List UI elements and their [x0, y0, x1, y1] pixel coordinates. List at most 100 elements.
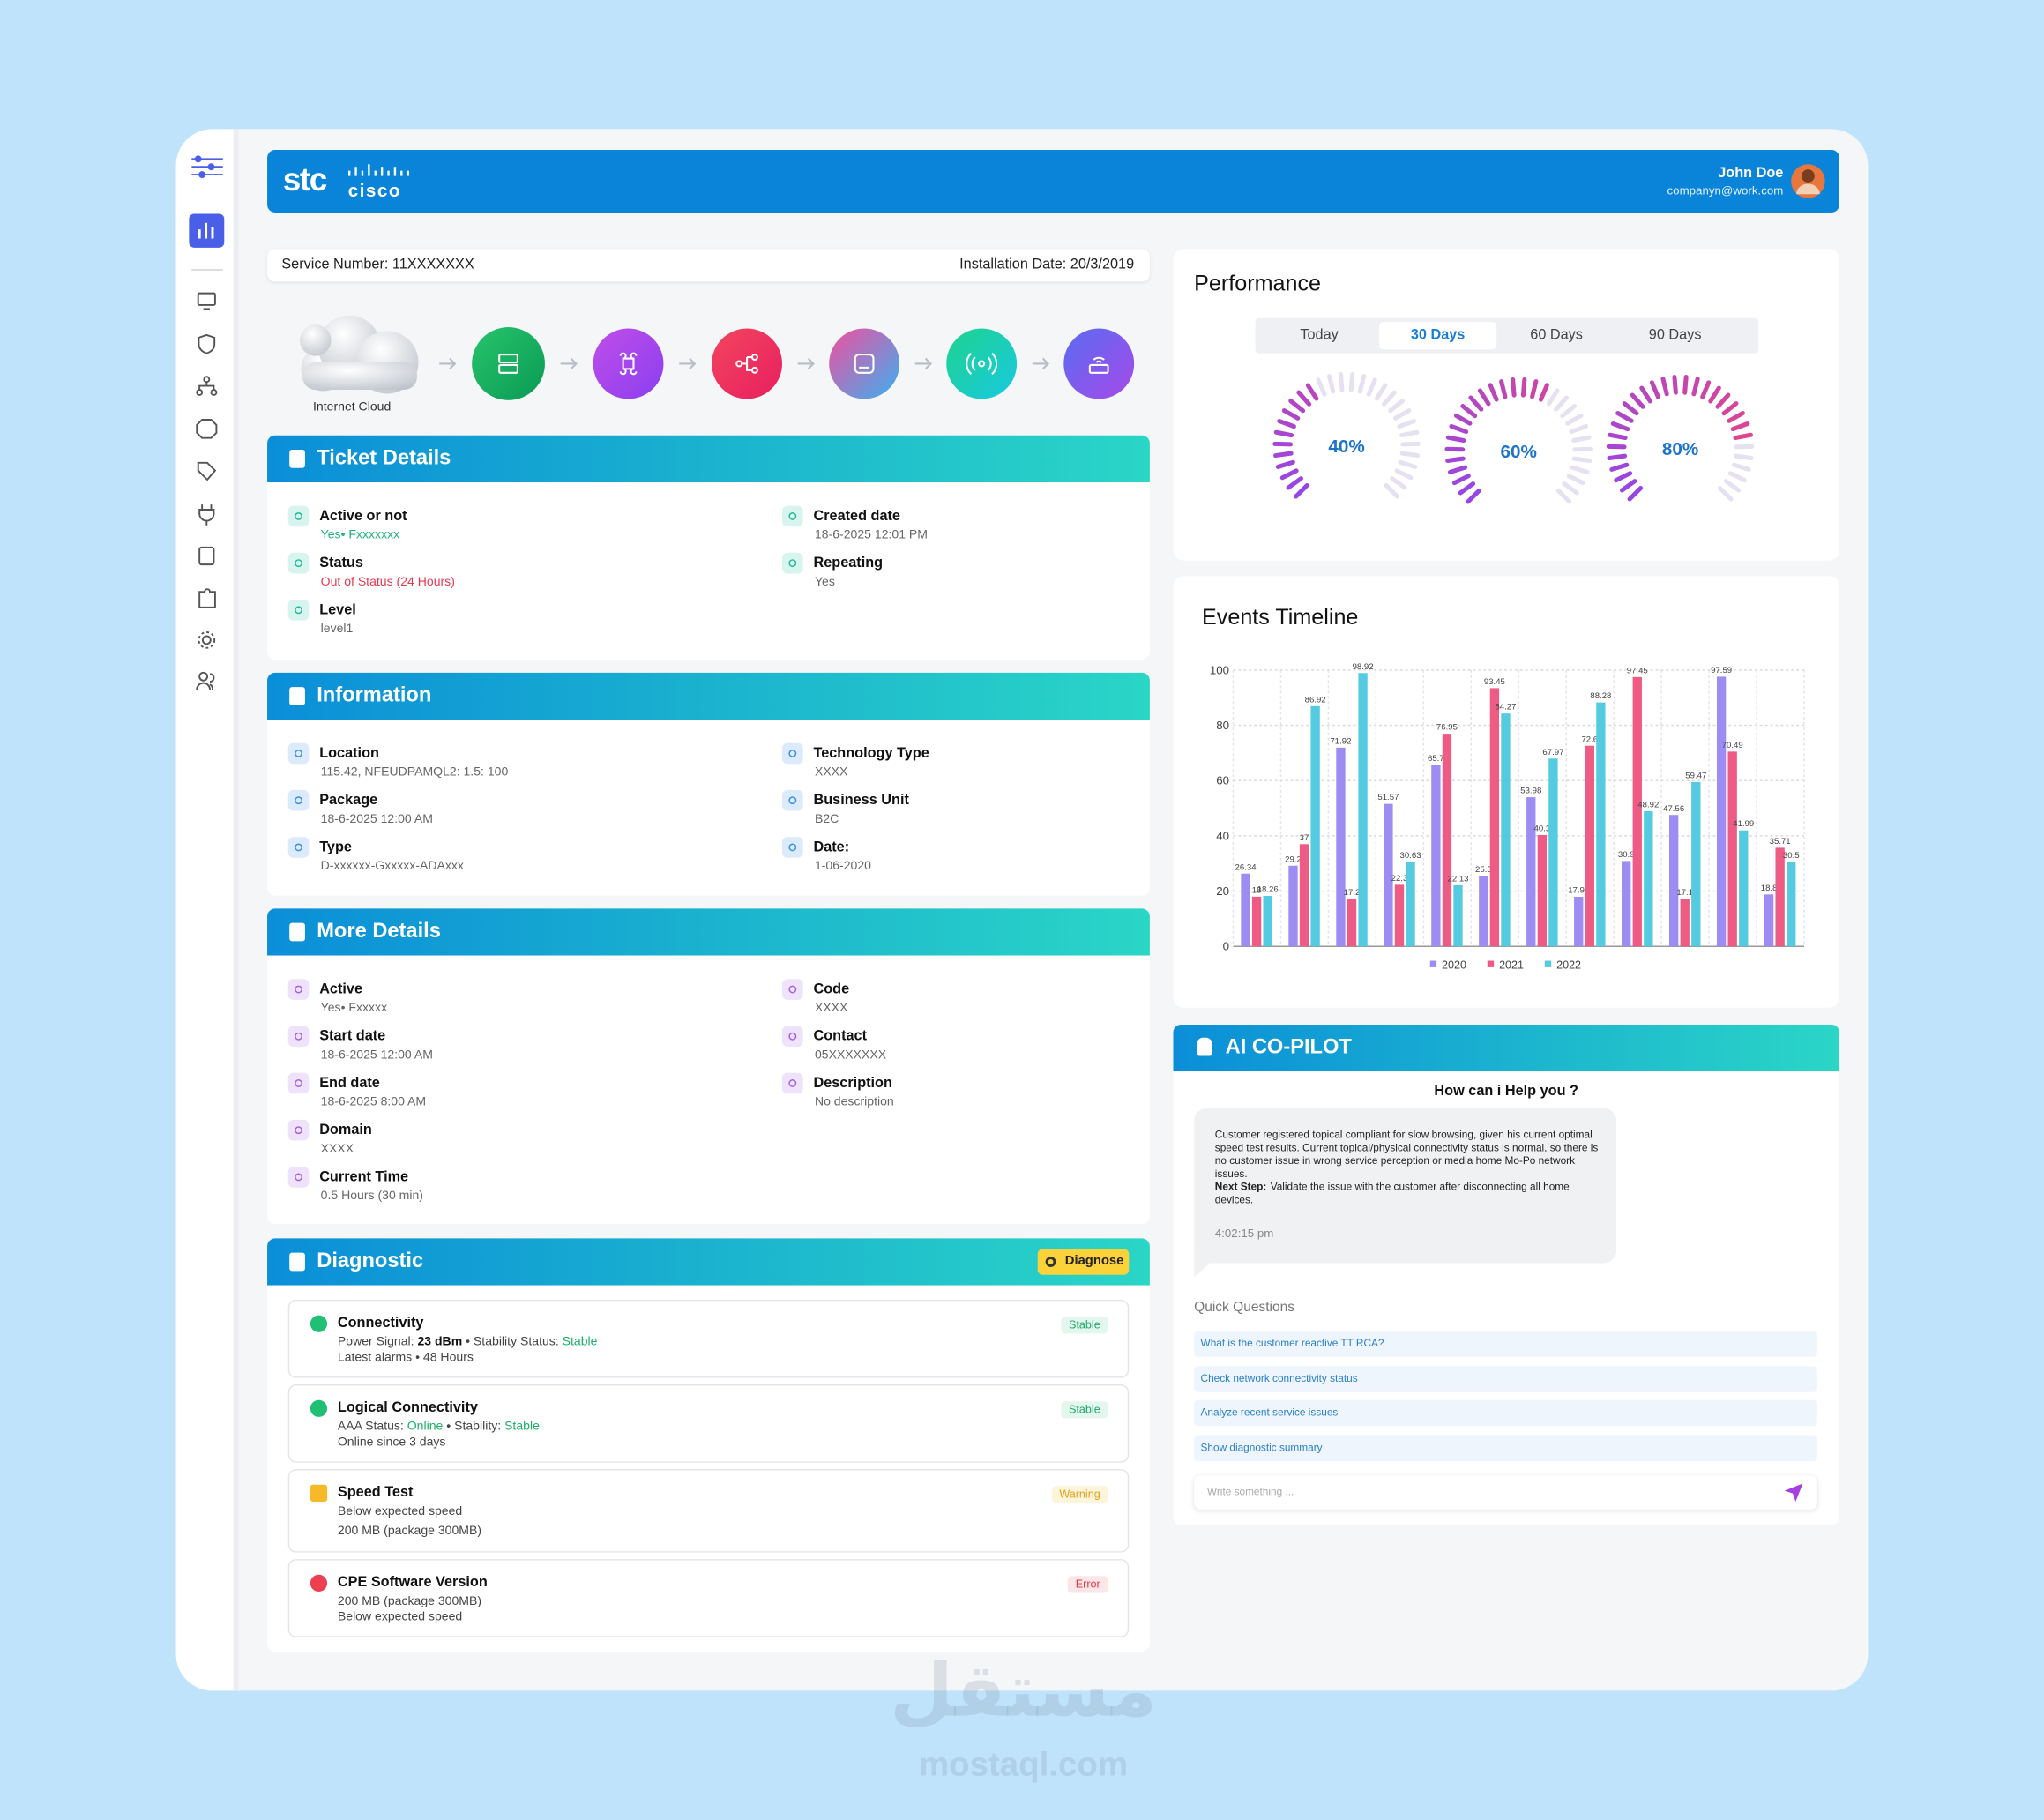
gauge-tick: [1273, 451, 1294, 459]
field-value: 18-6-2025 12:01 PM: [814, 527, 929, 542]
section-header: [267, 1238, 1150, 1286]
section-icon: [289, 1252, 305, 1272]
y-tick-label: 20: [1216, 884, 1229, 898]
data-label: 41.99: [1733, 819, 1754, 829]
field-value: No description: [814, 1094, 894, 1110]
status-badge: Warning: [991, 1486, 1108, 1503]
line-segment: Latest alarms • 48 Hours: [337, 1350, 474, 1365]
line-segment: • Stability Status:: [462, 1334, 563, 1350]
gauge-tick: [1610, 421, 1630, 432]
gauge-tick: [1615, 411, 1634, 423]
field-icon-dot: [788, 511, 797, 520]
badge-text: Stable: [1061, 1401, 1108, 1418]
user-name: John Doe: [1718, 165, 1784, 182]
tab[interactable]: 90 Days: [1648, 327, 1702, 343]
tab[interactable]: Today: [1300, 327, 1339, 343]
tab[interactable]: 30 Days: [1379, 322, 1497, 350]
bar: [1716, 676, 1727, 947]
gauge-tick: [1277, 419, 1296, 429]
gauge-tick: [1374, 383, 1388, 401]
status-icon: [310, 1315, 328, 1332]
data-label: 26.34: [1235, 862, 1257, 872]
field-icon-dot: [788, 1032, 797, 1041]
gauge-tick: [1511, 377, 1517, 398]
line-segment: Power Signal:: [337, 1334, 418, 1350]
watermark-site: mostaql.com: [918, 1743, 1129, 1784]
quick-question[interactable]: [1194, 1365, 1817, 1392]
field-icon-dot: [295, 985, 302, 994]
bar: [1727, 751, 1737, 947]
gauge-tick: [1700, 380, 1712, 399]
item-line: AAA Status: Online • Stability: Stable: [338, 1421, 540, 1433]
gauge-tick: [1609, 462, 1630, 472]
watermark-logo: مستقل: [890, 1649, 1157, 1734]
y-tick-label: 0: [1223, 940, 1229, 953]
gauge-tick: [1649, 380, 1660, 399]
gauge-tick: [1338, 372, 1345, 392]
field-label: Active or not: [319, 508, 407, 525]
top-bar: [267, 150, 1839, 213]
quick-question-text[interactable]: Check network connectivity status: [1200, 1371, 1358, 1384]
copilot-title: AI CO-PILOT: [1225, 1036, 1352, 1059]
bar: [1526, 797, 1536, 947]
field-label: Level: [319, 601, 356, 618]
cisco-mark: [348, 164, 409, 176]
data-label: 37: [1300, 833, 1309, 843]
gauge-tick: [1555, 488, 1572, 504]
gauge-tick: [1488, 383, 1499, 402]
field-value: 115.42, NFEUDPAMQL2: 1.5: 100: [320, 765, 509, 780]
line-segment: 23 dBm: [417, 1334, 463, 1350]
data-label: 35.71: [1770, 837, 1791, 847]
quick-question[interactable]: [1194, 1399, 1817, 1427]
gauge-tick: [1279, 468, 1299, 481]
section-body: [267, 481, 1150, 660]
tab[interactable]: 60 Days: [1530, 327, 1583, 343]
bar: [1453, 884, 1463, 947]
field-value: Out of Status (24 Hours): [320, 574, 455, 590]
field-icon-dot: [295, 750, 302, 757]
field-icon-dot: [295, 1032, 302, 1041]
gauge-tick: [1366, 377, 1377, 397]
data-label: 30.63: [1400, 851, 1421, 861]
chat-input[interactable]: [1194, 1475, 1817, 1510]
gauge-tick: [1608, 432, 1628, 441]
data-label: 47.56: [1663, 804, 1684, 814]
quick-question-text[interactable]: Show diagnostic summary: [1200, 1441, 1323, 1453]
legend-label: 2022: [1556, 958, 1581, 971]
gauge-tick: [1614, 471, 1633, 483]
gauge-tick: [1554, 395, 1570, 412]
section-title: Ticket Details: [317, 447, 451, 470]
gauge-tick: [1639, 385, 1652, 404]
gauge-tick: [1468, 395, 1484, 412]
item-line: Online since 3 days: [338, 1436, 446, 1449]
field-value: 18-6-2025 12:00 AM: [320, 811, 433, 827]
data-label: 70.49: [1722, 741, 1743, 750]
section-body: [267, 955, 1150, 1225]
gauge-tick: [1499, 379, 1508, 399]
field-icon-dot: [295, 843, 302, 852]
status-badge: Error: [991, 1576, 1108, 1592]
field-icon-dot: [788, 559, 797, 568]
gauge: [1444, 377, 1593, 504]
quick-question-text[interactable]: Analyze recent service issues: [1200, 1406, 1339, 1419]
partner: cisco: [347, 180, 402, 201]
message-text: Customer registered topical compliant fo…: [1215, 1129, 1600, 1207]
quick-question[interactable]: [1194, 1331, 1817, 1357]
bar: [1310, 705, 1320, 947]
bar: [1775, 847, 1785, 947]
data-label: 22.13: [1447, 874, 1468, 884]
bar: [1739, 830, 1749, 947]
legend-swatch: [1544, 960, 1552, 967]
line-segment: • Stability:: [443, 1419, 505, 1435]
gauge-tick: [1560, 404, 1578, 419]
gauge-tick: [1630, 392, 1645, 409]
message-bubble: [1194, 1108, 1617, 1264]
data-label: 29.2: [1285, 854, 1302, 864]
field-label: Start date: [319, 1028, 386, 1045]
gauge-tick: [1326, 374, 1336, 394]
quick-question[interactable]: [1194, 1434, 1817, 1461]
data-label: 53.98: [1520, 787, 1541, 796]
data-label: 30.5: [1783, 851, 1800, 861]
quick-question-text[interactable]: What is the customer reactive TT RCA?: [1200, 1337, 1384, 1350]
